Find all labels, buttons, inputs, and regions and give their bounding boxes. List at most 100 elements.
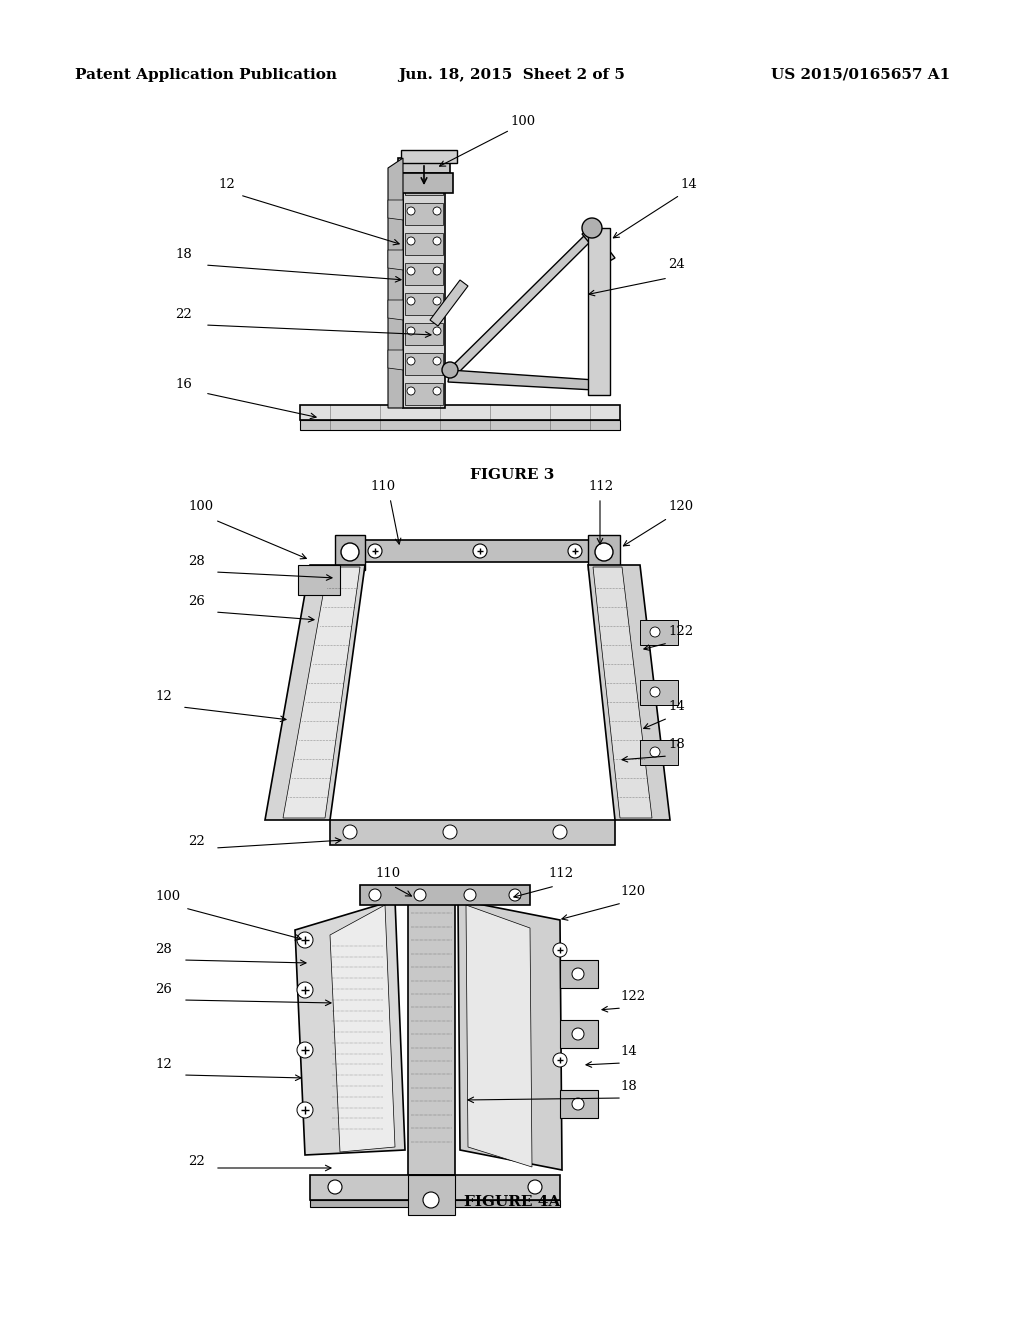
Polygon shape — [310, 1200, 560, 1206]
Circle shape — [443, 825, 457, 840]
Text: 14: 14 — [668, 700, 685, 713]
Polygon shape — [330, 906, 395, 1152]
Circle shape — [595, 543, 613, 561]
Circle shape — [407, 327, 415, 335]
Circle shape — [407, 387, 415, 395]
Text: 26: 26 — [155, 983, 172, 997]
Circle shape — [414, 888, 426, 902]
Polygon shape — [588, 535, 620, 570]
Circle shape — [650, 686, 660, 697]
Polygon shape — [406, 234, 443, 255]
Circle shape — [297, 1102, 313, 1118]
Polygon shape — [300, 420, 620, 430]
Polygon shape — [406, 203, 443, 224]
Circle shape — [297, 1041, 313, 1059]
Circle shape — [407, 238, 415, 246]
Circle shape — [423, 1180, 437, 1195]
Circle shape — [407, 297, 415, 305]
Polygon shape — [406, 173, 443, 195]
Circle shape — [433, 267, 441, 275]
Polygon shape — [408, 1175, 455, 1214]
Circle shape — [433, 327, 441, 335]
Polygon shape — [265, 565, 365, 820]
Polygon shape — [403, 158, 445, 408]
Polygon shape — [430, 280, 468, 326]
Text: 28: 28 — [155, 942, 172, 956]
Polygon shape — [560, 1020, 598, 1048]
Text: 12: 12 — [155, 1059, 172, 1071]
Circle shape — [572, 1028, 584, 1040]
Circle shape — [369, 888, 381, 902]
Text: 16: 16 — [175, 378, 191, 391]
Text: 112: 112 — [588, 480, 613, 492]
Polygon shape — [582, 228, 615, 263]
Text: Patent Application Publication: Patent Application Publication — [75, 69, 337, 82]
Polygon shape — [406, 263, 443, 285]
Polygon shape — [360, 540, 590, 562]
Polygon shape — [401, 150, 457, 162]
Polygon shape — [406, 383, 443, 405]
Circle shape — [582, 218, 602, 238]
Circle shape — [433, 207, 441, 215]
Text: 12: 12 — [218, 178, 234, 191]
Text: 100: 100 — [155, 890, 180, 903]
Circle shape — [442, 362, 458, 378]
Text: 18: 18 — [175, 248, 191, 261]
Circle shape — [509, 888, 521, 902]
Circle shape — [407, 356, 415, 366]
Circle shape — [553, 1053, 567, 1067]
Polygon shape — [330, 820, 615, 845]
Polygon shape — [640, 680, 678, 705]
Circle shape — [423, 1192, 439, 1208]
Circle shape — [341, 543, 359, 561]
Text: 28: 28 — [188, 554, 205, 568]
Polygon shape — [388, 350, 403, 370]
Polygon shape — [406, 352, 443, 375]
Circle shape — [473, 544, 487, 558]
Text: 22: 22 — [188, 1155, 205, 1168]
Circle shape — [464, 888, 476, 902]
Text: 24: 24 — [668, 257, 685, 271]
Text: 120: 120 — [620, 884, 645, 898]
Polygon shape — [388, 249, 403, 271]
Circle shape — [433, 177, 441, 185]
Polygon shape — [406, 323, 443, 345]
Text: 100: 100 — [188, 500, 213, 513]
Polygon shape — [388, 201, 403, 220]
Polygon shape — [408, 890, 455, 1175]
Circle shape — [297, 932, 313, 948]
Circle shape — [528, 1180, 542, 1195]
Circle shape — [433, 356, 441, 366]
Polygon shape — [300, 405, 620, 420]
Polygon shape — [398, 158, 450, 173]
Polygon shape — [406, 293, 443, 315]
Circle shape — [407, 177, 415, 185]
Text: 122: 122 — [620, 990, 645, 1003]
Circle shape — [433, 387, 441, 395]
Text: 120: 120 — [668, 500, 693, 513]
Text: FIGURE 4A: FIGURE 4A — [464, 1195, 560, 1209]
Circle shape — [407, 267, 415, 275]
Text: US 2015/0165657 A1: US 2015/0165657 A1 — [771, 69, 950, 82]
Polygon shape — [593, 568, 652, 818]
Circle shape — [572, 968, 584, 979]
Text: FIGURE 3: FIGURE 3 — [470, 469, 554, 482]
Text: 110: 110 — [375, 867, 400, 880]
Text: 14: 14 — [680, 178, 696, 191]
Polygon shape — [458, 900, 562, 1170]
Circle shape — [650, 627, 660, 638]
Polygon shape — [388, 300, 403, 319]
Circle shape — [650, 747, 660, 756]
Circle shape — [553, 825, 567, 840]
Polygon shape — [283, 568, 360, 818]
Polygon shape — [335, 535, 365, 570]
Polygon shape — [449, 370, 595, 389]
Circle shape — [328, 1180, 342, 1195]
Circle shape — [568, 544, 582, 558]
Polygon shape — [640, 620, 678, 645]
Text: 22: 22 — [175, 308, 191, 321]
Polygon shape — [298, 565, 340, 595]
Polygon shape — [395, 173, 453, 193]
Text: 110: 110 — [370, 480, 395, 492]
Text: 18: 18 — [620, 1080, 637, 1093]
